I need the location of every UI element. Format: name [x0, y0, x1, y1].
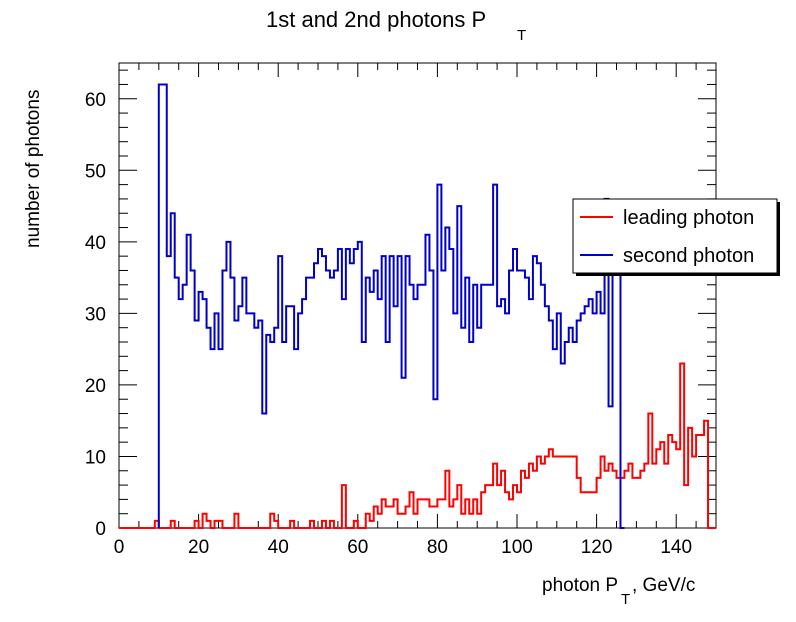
y-tick-label: 30: [85, 304, 106, 325]
x-tick-label: 60: [347, 537, 368, 558]
x-axis-label: photon P: [542, 575, 618, 596]
chart-title-subscript: T: [517, 27, 526, 44]
x-tick-label: 140: [660, 537, 692, 558]
y-tick-label: 0: [95, 519, 106, 540]
legend-label-second: second photon: [623, 245, 754, 267]
legend: leading photon second photon: [572, 198, 780, 276]
x-tick-label: 40: [268, 537, 289, 558]
x-axis-label-unit: , GeV/c: [632, 575, 695, 596]
x-tick-label: 0: [114, 537, 125, 558]
y-axis-label: number of photons: [23, 90, 44, 248]
series-group: [119, 83, 716, 529]
x-tick-label: 80: [427, 537, 448, 558]
histogram-second-photon: [157, 83, 625, 529]
y-tick-label: 10: [85, 447, 106, 468]
y-tick-label: 20: [85, 376, 106, 397]
histogram-leading-photon: [119, 362, 716, 529]
x-axis-label-subscript: T: [621, 591, 630, 608]
y-tick-label: 60: [85, 90, 106, 111]
x-tick-labels: 0 20 40 60 80 100 120 140: [114, 537, 692, 558]
legend-box: [572, 198, 778, 274]
x-tick-label: 120: [581, 537, 613, 558]
y-tick-label: 50: [85, 161, 106, 182]
legend-label-leading: leading photon: [623, 207, 754, 229]
y-tick-label: 40: [85, 233, 106, 254]
chart-title: 1st and 2nd photons P: [266, 7, 486, 32]
y-tick-labels: 0 10 20 30 40 50 60: [85, 90, 106, 540]
x-tick-label: 20: [188, 537, 209, 558]
axis-ticks: [118, 63, 717, 529]
x-tick-label: 100: [501, 537, 533, 558]
